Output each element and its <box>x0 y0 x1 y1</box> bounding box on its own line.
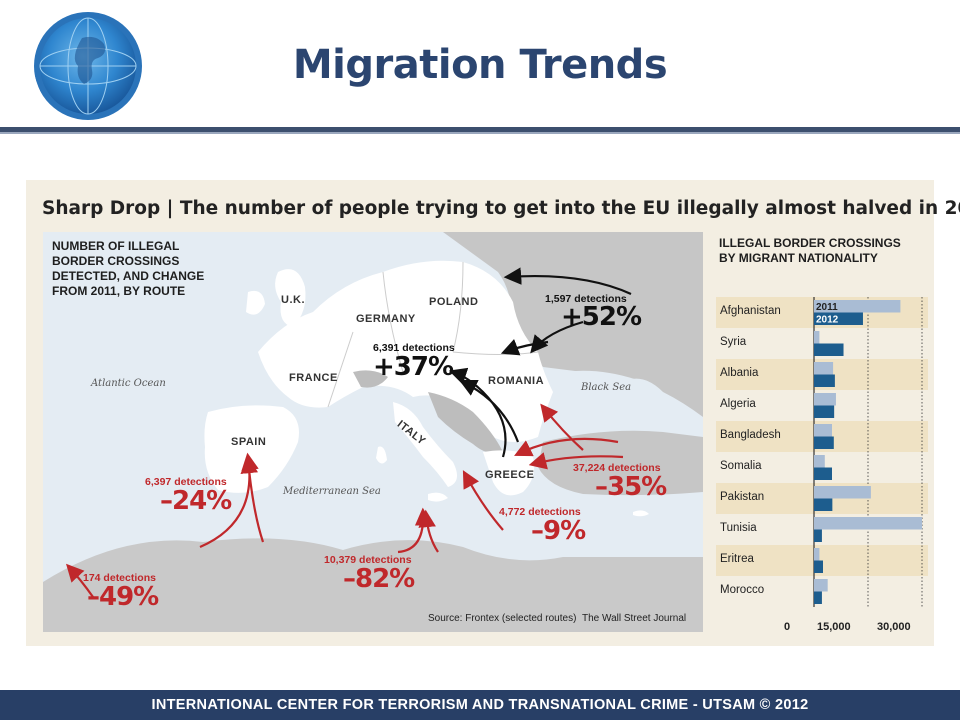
header-divider <box>0 127 960 132</box>
bar-2012-somalia <box>814 467 832 480</box>
map-graphic <box>43 232 703 632</box>
bar-2011-afghanistan <box>814 300 901 313</box>
bar-2012-eritrea <box>814 560 823 573</box>
bar-chart-svg: 2011 2012 <box>716 297 928 607</box>
country-label-greece: GREECE <box>485 469 535 481</box>
bar-2012-syria <box>814 343 844 356</box>
country-label-uk: U.K. <box>281 294 305 306</box>
x-tick-label: 30,000 <box>877 621 911 633</box>
route-change-central: +37% <box>373 352 454 382</box>
footer-text: INTERNATIONAL CENTER FOR TERRORISM AND T… <box>151 697 809 713</box>
chart-title: ILLEGAL BORDER CROSSINGS BY MIGRANT NATI… <box>719 236 901 265</box>
x-tick-label: 15,000 <box>817 621 851 633</box>
bar-2011-eritrea <box>814 548 820 561</box>
nationality-bar-chart: ILLEGAL BORDER CROSSINGS BY MIGRANT NATI… <box>716 232 928 637</box>
legend-label-2012: 2012 <box>816 315 839 326</box>
sea-label-black: Black Sea <box>581 382 632 393</box>
bar-2011-bangladesh <box>814 424 832 437</box>
category-label: Afghanistan <box>720 305 781 317</box>
route-change-west-med: –24% <box>160 486 232 516</box>
category-label: Eritrea <box>720 553 754 565</box>
route-detections-north: 1,597 detections <box>545 293 627 305</box>
sea-label-mediterranean: Mediterranean Sea <box>283 486 381 497</box>
route-detections-west-africa: 174 detections <box>83 572 156 584</box>
route-detections-apulia: 4,772 detections <box>499 506 581 518</box>
country-label-germany: GERMANY <box>356 313 416 325</box>
route-detections-central-med: 10,379 detections <box>324 554 412 566</box>
bar-2011-algeria <box>814 393 836 406</box>
category-label: Pakistan <box>720 491 765 503</box>
route-change-central-med: –82% <box>343 564 415 594</box>
slide-footer: INTERNATIONAL CENTER FOR TERRORISM AND T… <box>0 690 960 720</box>
bar-2011-tunisia <box>814 517 922 530</box>
bar-2011-pakistan <box>814 486 871 499</box>
legend-label-2011: 2011 <box>816 302 838 313</box>
europe-route-map: NUMBER OF ILLEGAL BORDER CROSSINGS DETEC… <box>43 232 703 632</box>
header-divider-light <box>0 132 960 134</box>
bar-2012-tunisia <box>814 529 822 542</box>
country-label-spain: SPAIN <box>231 436 267 448</box>
x-tick-label: 0 <box>784 621 791 633</box>
category-label: Tunisia <box>720 522 757 534</box>
category-label: Somalia <box>720 460 762 472</box>
category-label: Algeria <box>720 398 756 410</box>
bar-2012-bangladesh <box>814 436 834 449</box>
globe-logo-icon <box>26 12 142 120</box>
bar-2011-somalia <box>814 455 825 468</box>
route-detections-east-med: 37,224 detections <box>573 462 661 474</box>
bar-2012-algeria <box>814 405 835 418</box>
route-change-apulia: –9% <box>531 516 586 546</box>
map-heading: NUMBER OF ILLEGAL BORDER CROSSINGS DETEC… <box>52 239 205 298</box>
route-detections-west-med: 6,397 detections <box>145 476 227 488</box>
category-label: Albania <box>720 367 759 379</box>
figure-title: Sharp Drop | The number of people trying… <box>42 198 960 219</box>
route-change-north: +52% <box>561 302 642 332</box>
route-detections-central: 6,391 detections <box>373 342 455 354</box>
route-change-west-africa: –49% <box>87 582 159 612</box>
bar-2011-syria <box>814 331 820 344</box>
bar-2011-morocco <box>814 579 828 592</box>
slide-title: Migration Trends <box>292 42 668 88</box>
bar-2012-afghanistan <box>814 312 863 325</box>
infographic-panel: Sharp Drop | The number of people trying… <box>26 180 960 646</box>
sea-label-atlantic: Atlantic Ocean <box>91 378 166 389</box>
slide-header: Migration Trends <box>0 0 960 135</box>
bar-2011-albania <box>814 362 834 375</box>
category-label: Morocco <box>720 584 765 596</box>
publisher-note: The Wall Street Journal <box>582 613 687 624</box>
category-label: Syria <box>720 336 747 348</box>
country-label-romania: ROMANIA <box>488 375 545 387</box>
bar-2012-morocco <box>814 591 822 604</box>
source-note: Source: Frontex (selected routes) <box>428 613 577 624</box>
country-label-poland: POLAND <box>429 296 479 308</box>
bar-2012-albania <box>814 374 835 387</box>
bar-2012-pakistan <box>814 498 833 511</box>
route-change-east-med: –35% <box>595 472 667 502</box>
country-label-france: FRANCE <box>289 372 338 384</box>
category-label: Bangladesh <box>720 429 781 441</box>
